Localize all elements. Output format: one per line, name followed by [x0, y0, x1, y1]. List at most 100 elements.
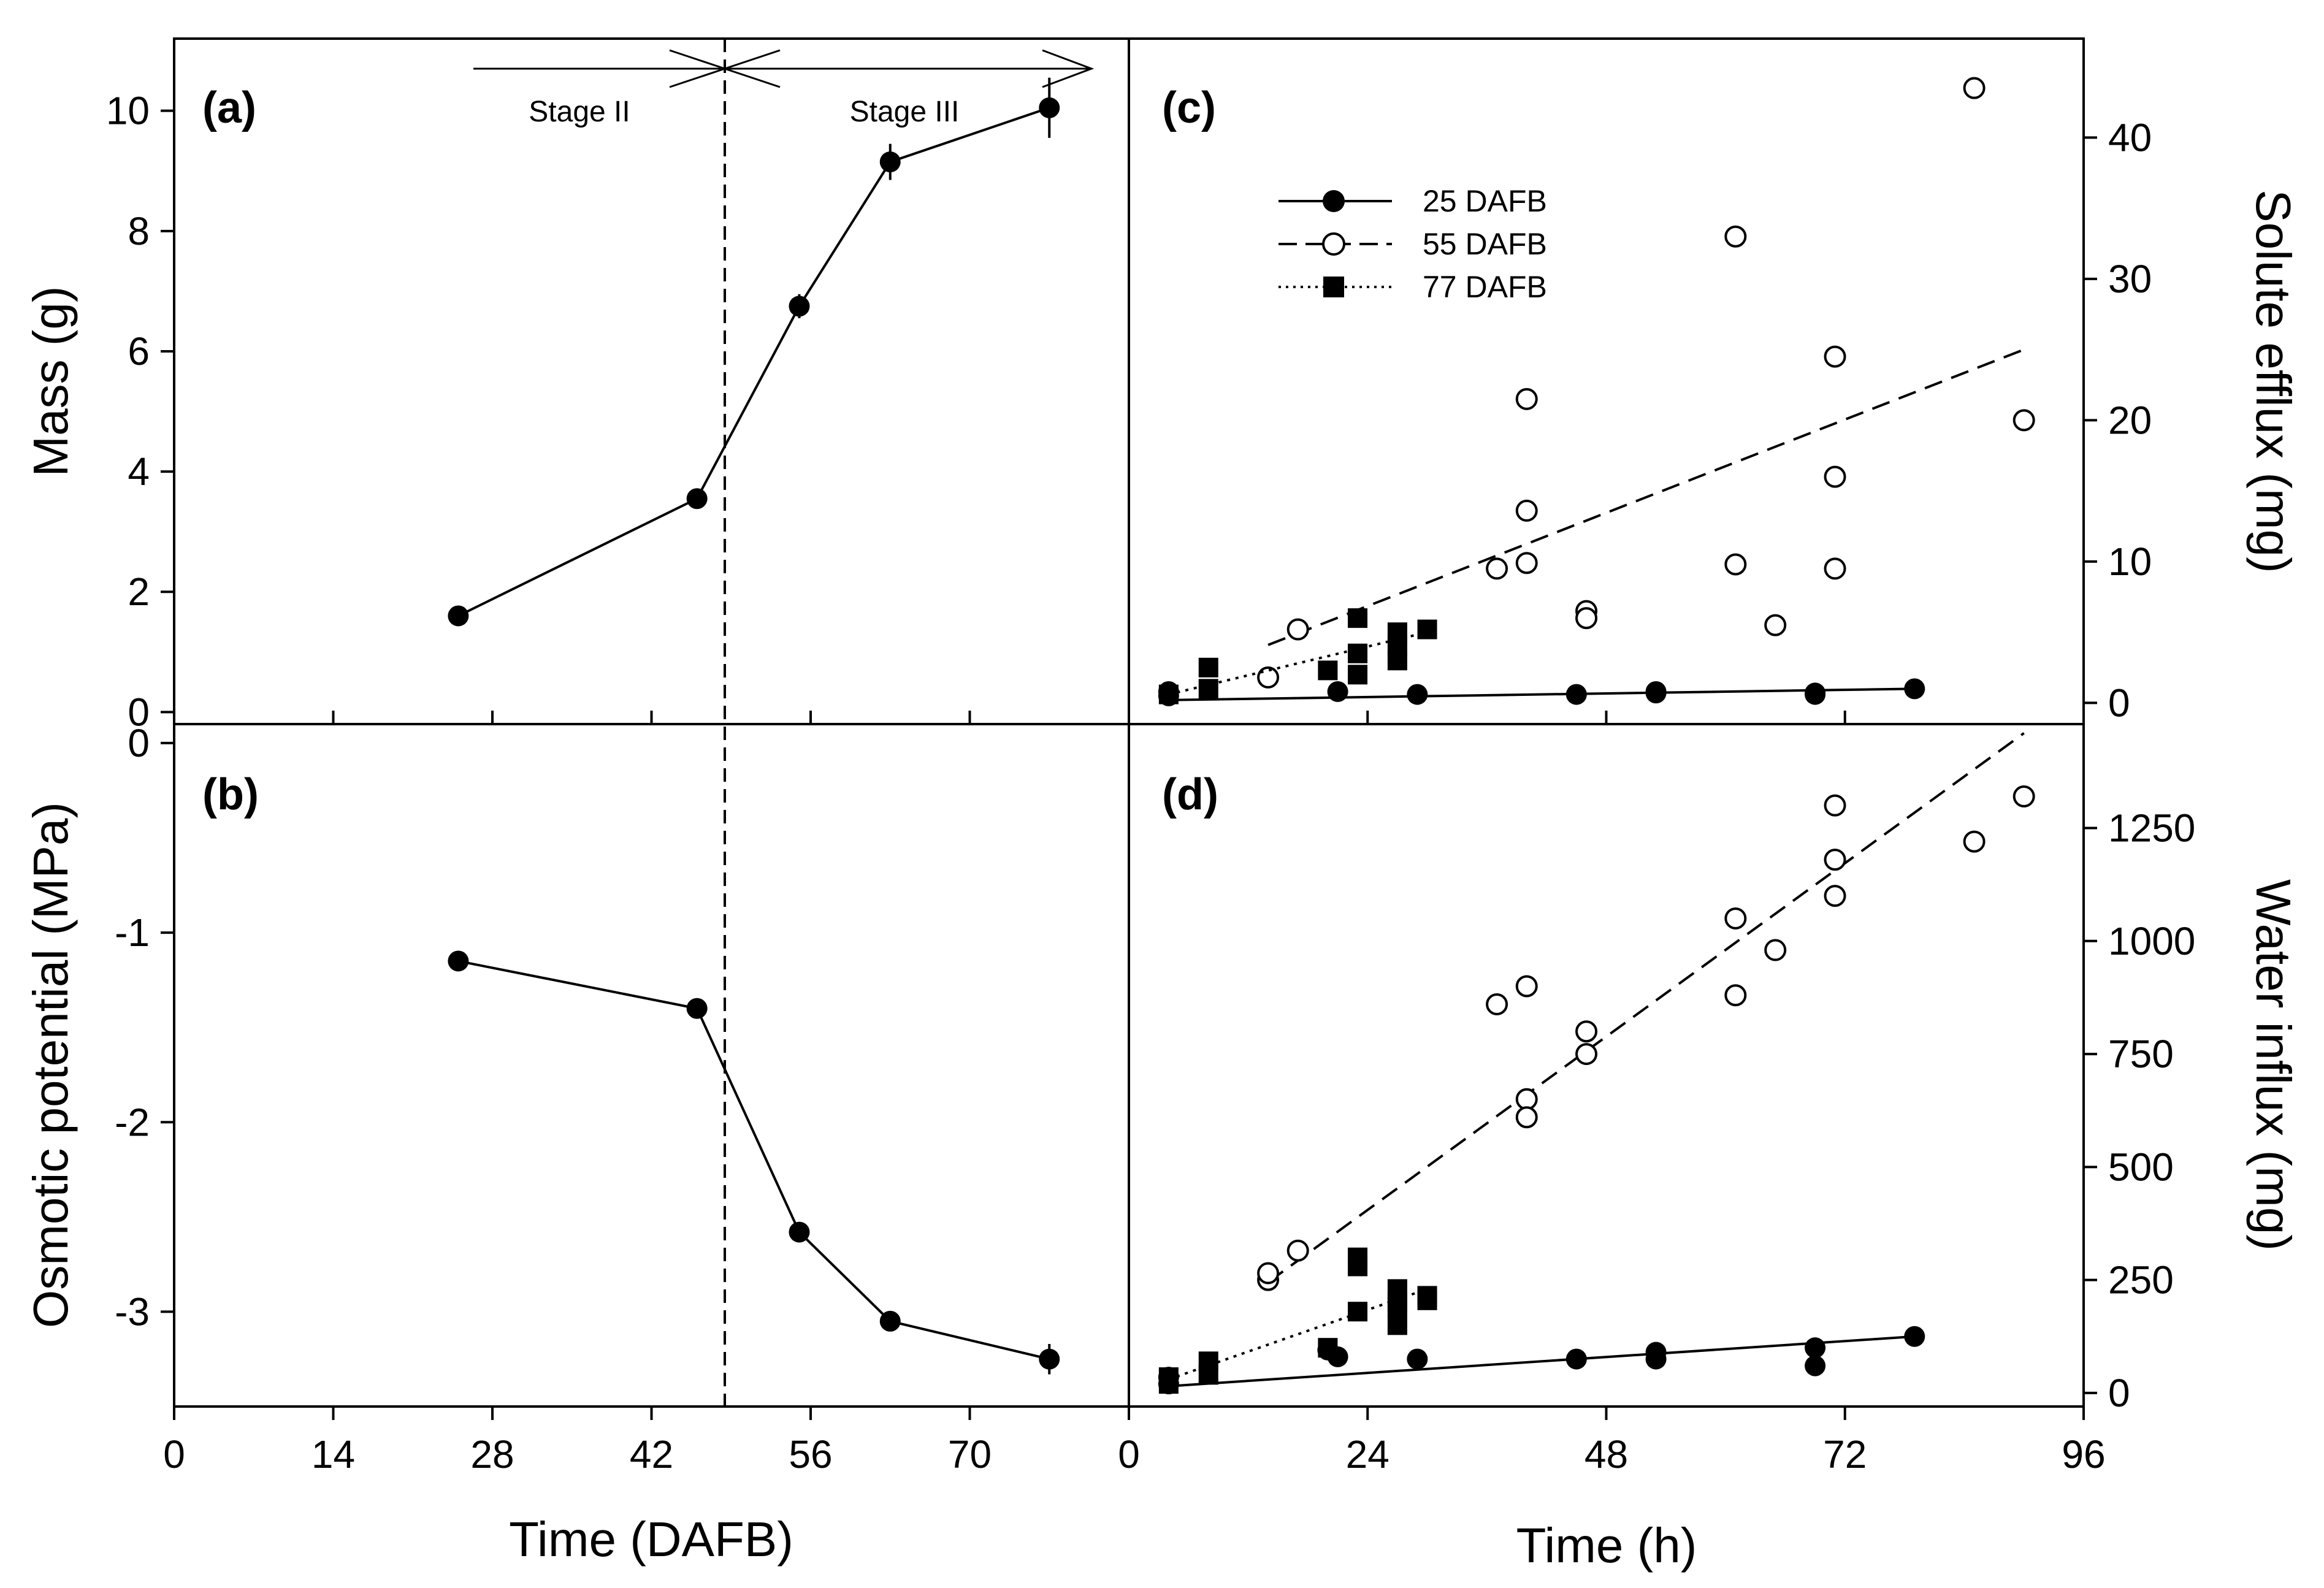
data-point-d-55-dafb — [1963, 830, 1986, 853]
data-point-c-55-dafb — [1824, 557, 1846, 580]
data-point-c-77-dafb — [1198, 679, 1218, 699]
stage3-arrowhead-right — [1042, 49, 1095, 88]
legend-label-77: 77 DAFB — [1423, 270, 1547, 304]
data-point-d-55-dafb — [1824, 885, 1846, 907]
fit-line-c-55-dafb — [1267, 348, 2025, 646]
legend-label-55: 55 DAFB — [1423, 227, 1547, 261]
data-point-b-osmotic-potential — [879, 1310, 901, 1332]
data-point-c-55-dafb — [1257, 666, 1280, 689]
data-point-a-mass — [789, 296, 810, 317]
x-tick-label-b: 42 — [630, 1432, 673, 1476]
data-point-d-55-dafb — [1257, 1262, 1280, 1285]
data-point-d-55-dafb — [1764, 939, 1787, 961]
x-tick-label-b: 70 — [948, 1432, 992, 1476]
data-point-c-77-dafb — [1318, 660, 1338, 681]
data-point-c-77-dafb — [1417, 619, 1437, 639]
y-tick-label-a: 6 — [128, 329, 150, 373]
y-tick-label-b: -1 — [115, 910, 150, 955]
data-point-d-55-dafb — [1724, 907, 1747, 930]
y-tick-label-a: 4 — [128, 449, 150, 494]
y-tick-label-b: 0 — [128, 721, 150, 765]
data-point-d-77-dafb — [1417, 1286, 1437, 1306]
y-tick-label-d: 1250 — [2108, 806, 2195, 850]
data-point-d-25-dafb — [1645, 1348, 1667, 1370]
legend-label-25: 25 DAFB — [1423, 184, 1547, 218]
panel-label-d: (d) — [1162, 770, 1218, 819]
data-point-c-77-dafb — [1198, 657, 1218, 678]
data-point-c-55-dafb — [1575, 607, 1598, 630]
data-point-a-mass — [686, 488, 708, 510]
data-point-d-77-dafb — [1318, 1338, 1338, 1358]
data-point-d-25-dafb — [1904, 1326, 1925, 1347]
data-point-d-77-dafb — [1198, 1351, 1218, 1372]
series-line-a — [457, 106, 1050, 617]
data-point-c-25-dafb — [1904, 678, 1925, 700]
stage2-label: Stage II — [529, 96, 630, 128]
data-point-b-osmotic-potential — [448, 950, 469, 972]
stage-annotation: Stage II Stage III — [473, 39, 1095, 1407]
data-point-b-osmotic-potential — [686, 998, 708, 1019]
data-point-d-25-dafb — [1805, 1337, 1826, 1359]
data-point-d-77-dafb — [1387, 1315, 1407, 1335]
data-point-c-55-dafb — [1515, 552, 1538, 575]
data-point-c-25-dafb — [1407, 684, 1428, 705]
legend-marker-77 — [1323, 277, 1344, 297]
data-point-d-77-dafb — [1348, 1302, 1368, 1322]
data-point-c-55-dafb — [1486, 557, 1508, 580]
x-tick-label-d: 48 — [1584, 1432, 1628, 1476]
data-point-a-mass — [879, 151, 901, 173]
data-point-d-55-dafb — [1515, 975, 1538, 998]
stage3-label: Stage III — [850, 96, 960, 128]
y-tick-label-a: 10 — [106, 89, 150, 133]
data-point-c-55-dafb — [1515, 387, 1538, 410]
data-point-c-55-dafb — [1824, 345, 1846, 368]
data-point-d-55-dafb — [1486, 993, 1508, 1015]
data-point-d-25-dafb — [1565, 1348, 1587, 1370]
y-tick-label-d: 0 — [2108, 1371, 2130, 1415]
plot-panel-b: 0 -1 -2 -3 0 14 28 42 56 70 — [115, 721, 1060, 1476]
x-tick-label-d: 96 — [2062, 1432, 2105, 1476]
data-point-d-55-dafb — [1824, 794, 1846, 817]
data-point-d-55-dafb — [2012, 785, 2035, 807]
data-point-c-25-dafb — [1327, 681, 1348, 702]
data-point-b-osmotic-potential — [789, 1221, 810, 1243]
ylabel-d: Water influx (mg) — [2246, 879, 2301, 1251]
panel-label-b: (b) — [202, 770, 259, 819]
fit-line-d-25-dafb — [1168, 1335, 1915, 1388]
data-point-d-25-dafb — [1805, 1355, 1826, 1376]
ylabel-a: Mass (g) — [23, 286, 78, 476]
data-point-c-55-dafb — [1963, 77, 1986, 99]
y-tick-label-c: 40 — [2108, 115, 2152, 159]
data-point-c-55-dafb — [1824, 465, 1846, 488]
data-point-c-55-dafb — [1724, 225, 1747, 248]
data-point-c-55-dafb — [2012, 409, 2035, 432]
x-tick-label-d: 72 — [1823, 1432, 1867, 1476]
y-tick-label-d: 1000 — [2108, 919, 2195, 963]
fit-line-c-25-dafb — [1168, 687, 1915, 701]
data-point-c-77-dafb — [1158, 684, 1179, 704]
y-tick-label-a: 8 — [128, 209, 150, 253]
ylabel-c: Solute efflux (mg) — [2246, 189, 2301, 573]
xlabel-left: Time (DAFB) — [509, 1512, 793, 1567]
data-point-d-77-dafb — [1348, 1247, 1368, 1267]
stage3-arrowhead-left — [722, 49, 781, 88]
plot-panel-c: 0 10 20 30 40 — [1128, 77, 2152, 725]
data-point-d-55-dafb — [1515, 1106, 1538, 1129]
data-point-d-55-dafb — [1515, 1088, 1538, 1110]
data-point-d-77-dafb — [1387, 1297, 1407, 1317]
data-point-a-mass — [448, 605, 469, 627]
y-tick-label-a: 0 — [128, 690, 150, 734]
legend: 25 DAFB 55 DAFB 77 DAFB — [1279, 184, 1547, 304]
y-tick-label-d: 250 — [2108, 1258, 2174, 1302]
data-point-c-77-dafb — [1348, 665, 1368, 685]
x-tick-label-d: 0 — [1118, 1432, 1140, 1476]
legend-marker-25 — [1323, 190, 1345, 212]
data-point-d-55-dafb — [1575, 1043, 1598, 1066]
x-tick-label-d: 96 — [2062, 1432, 2105, 1476]
y-tick-label-d: 750 — [2108, 1032, 2174, 1076]
y-tick-label-c: 30 — [2108, 257, 2152, 301]
data-point-c-55-dafb — [1286, 618, 1309, 641]
data-point-d-77-dafb — [1158, 1367, 1179, 1388]
